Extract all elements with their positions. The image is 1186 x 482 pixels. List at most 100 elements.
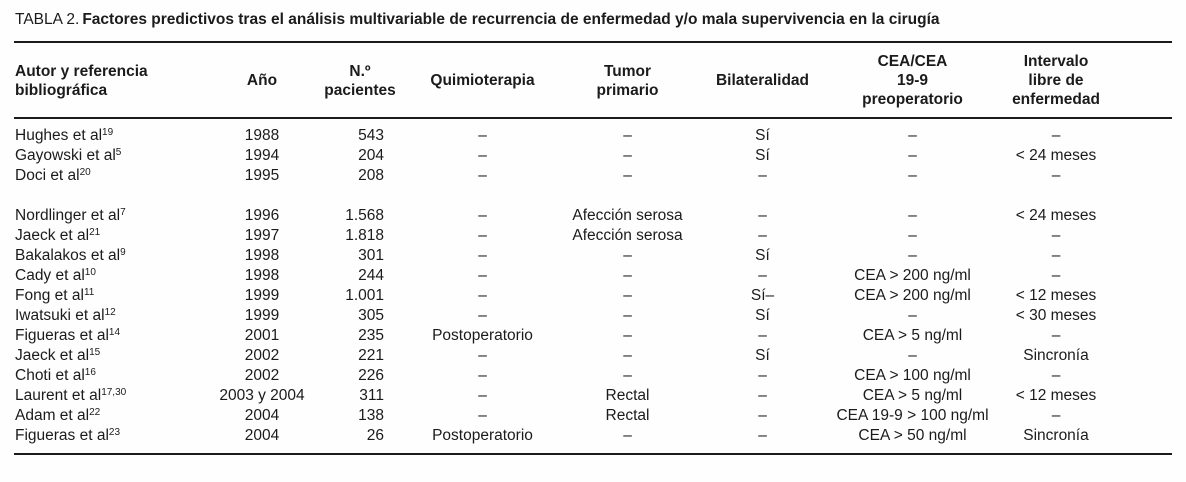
reference-superscript: 9 bbox=[120, 247, 126, 258]
cell-pacientes: 543 bbox=[358, 127, 384, 144]
author-name: Choti et al bbox=[15, 367, 85, 384]
cell-tumor: – bbox=[623, 247, 632, 264]
cell-pacientes: 221 bbox=[358, 347, 384, 364]
table-row: Jaeck et al21 1997 1.818 – Afección serosa – –… bbox=[14, 226, 1172, 246]
cell-tumor: – bbox=[623, 347, 632, 364]
cell-quimioterapia: – bbox=[478, 227, 487, 244]
cell-pacientes: 1.568 bbox=[345, 207, 384, 224]
column-header-quimioterapia: Quimioterapia bbox=[430, 72, 535, 89]
cell-quimioterapia: – bbox=[478, 267, 487, 284]
cell-intervalo: < 12 meses bbox=[1015, 387, 1097, 404]
cell-autor: Iwatsuki et al12 bbox=[14, 306, 214, 326]
cell-pacientes: 244 bbox=[358, 267, 384, 284]
cell-intervalo: Sincronía bbox=[1023, 427, 1089, 444]
cell-ano: 1999 bbox=[244, 307, 280, 324]
reference-superscript: 12 bbox=[104, 307, 116, 318]
cell-ano: 1998 bbox=[244, 247, 280, 264]
cell-bilateralidad: – bbox=[758, 267, 767, 284]
cell-pacientes: 226 bbox=[358, 367, 384, 384]
column-header-intervalo: Intervalo libre de enfermedad bbox=[1012, 53, 1100, 108]
cell-tumor: – bbox=[623, 327, 632, 344]
column-header-autor: Autor y referencia bibliográfica bbox=[15, 62, 148, 99]
author-name: Fong et al bbox=[15, 287, 84, 304]
cell-pacientes: 301 bbox=[358, 247, 384, 264]
cell-ano: 1996 bbox=[244, 207, 280, 224]
cell-bilateralidad: Sí bbox=[755, 247, 770, 264]
cell-bilateralidad: Sí bbox=[755, 127, 770, 144]
cell-quimioterapia: – bbox=[478, 347, 487, 364]
table-number-label: TABLA 2. bbox=[15, 11, 80, 28]
cell-quimioterapia: – bbox=[478, 127, 487, 144]
table-row: Nordlinger et al7 1996 1.568 – Afección sero… bbox=[14, 206, 1172, 226]
cell-ano: 2002 bbox=[244, 367, 280, 384]
table-row: Fong et al11 1999 1.001 – – Sí– CEA > 200 ng/m… bbox=[14, 286, 1172, 306]
cell-cea: – bbox=[908, 147, 917, 164]
cell-cea: – bbox=[908, 247, 917, 264]
cell-tumor: – bbox=[623, 367, 632, 384]
table-body: Hughes et al19 1988 543– – Sí – – Gayowski et a… bbox=[14, 118, 1172, 454]
reference-superscript: 21 bbox=[89, 227, 101, 238]
reference-superscript: 5 bbox=[115, 147, 122, 158]
cell-quimioterapia: – bbox=[478, 287, 487, 304]
cell-pacientes: 305 bbox=[358, 307, 384, 324]
author-name: Cady et al bbox=[15, 267, 85, 284]
column-header-tumor: Tumor primario bbox=[596, 62, 659, 99]
column-header-bilateralidad: Bilateralidad bbox=[715, 72, 810, 89]
cell-bilateralidad: Sí bbox=[755, 347, 770, 364]
cell-pacientes: 1.818 bbox=[345, 227, 384, 244]
cell-tumor: – bbox=[623, 267, 632, 284]
author-name: Doci et al bbox=[15, 167, 80, 184]
cell-bilateralidad: – bbox=[758, 227, 767, 244]
cell-cea: CEA 19-9 > 100 ng/ml bbox=[836, 407, 989, 424]
cell-tumor: – bbox=[623, 147, 632, 164]
cell-tumor: Afección serosa bbox=[572, 227, 683, 244]
cell-cea: – bbox=[908, 227, 917, 244]
cell-pacientes: 208 bbox=[358, 167, 384, 184]
cell-intervalo: < 24 meses bbox=[1015, 207, 1097, 224]
cell-intervalo: – bbox=[1051, 167, 1061, 184]
cell-autor: Fong et al11 bbox=[14, 286, 214, 306]
table-row: Doci et al20 1995 208 – – – – – bbox=[14, 166, 1172, 186]
table-row: Bakalakos et al9 1998 301 – – Sí – – bbox=[14, 246, 1172, 266]
cell-bilateralidad: – bbox=[758, 427, 767, 444]
table-row: Cady et al10 1998 244 – – – CEA > 200 ng/ml – bbox=[14, 266, 1172, 286]
table-row: Jaeck et al15 2002 221 – – Sí – Sincronía bbox=[14, 346, 1172, 366]
cell-ano: 1998 bbox=[244, 267, 280, 284]
table-row: Iwatsuki et al12 1999 305 – – Sí – < 30 meses bbox=[14, 306, 1172, 326]
reference-superscript: 7 bbox=[120, 207, 126, 218]
cell-intervalo: – bbox=[1051, 267, 1061, 284]
group-spacer-row bbox=[14, 186, 1172, 206]
author-name: Figueras et al bbox=[15, 427, 109, 444]
table-row: Figueras et al23 2004 26 Postoperatorio – – CE… bbox=[14, 426, 1172, 454]
cell-cea: CEA > 5 ng/ml bbox=[862, 327, 963, 344]
reference-superscript: 22 bbox=[89, 407, 101, 418]
author-name: Adam et al bbox=[15, 407, 90, 424]
cell-intervalo: – bbox=[1051, 327, 1061, 344]
cell-tumor: – bbox=[623, 287, 632, 304]
cell-intervalo: – bbox=[1051, 367, 1061, 384]
cell-quimioterapia: – bbox=[478, 247, 487, 264]
cell-intervalo: – bbox=[1051, 407, 1061, 424]
cell-intervalo: Sincronía bbox=[1023, 347, 1089, 364]
cell-cea: CEA > 200 ng/ml bbox=[854, 287, 971, 304]
author-name: Figueras et al bbox=[15, 327, 109, 344]
reference-superscript: 11 bbox=[83, 287, 95, 298]
table-caption: Factores predictivos tras el análisis mu… bbox=[82, 11, 940, 28]
cell-autor: Choti et al16 bbox=[14, 366, 214, 386]
header-row: Autor y referencia bibliográfica Año N.º p… bbox=[14, 42, 1172, 118]
cell-pacientes: 311 bbox=[359, 387, 384, 404]
cell-ano: 2002 bbox=[244, 347, 280, 364]
cell-tumor: – bbox=[623, 427, 632, 444]
cell-intervalo: < 24 meses bbox=[1015, 147, 1097, 164]
cell-tumor: – bbox=[623, 307, 632, 324]
reference-superscript: 15 bbox=[89, 347, 101, 358]
table-row: Figueras et al14 2001 235 Postoperatorio – – C… bbox=[14, 326, 1172, 346]
cell-quimioterapia: – bbox=[478, 167, 487, 184]
cell-bilateralidad: Sí bbox=[755, 307, 770, 324]
reference-superscript: 17,30 bbox=[101, 387, 127, 398]
cell-bilateralidad: – bbox=[758, 327, 767, 344]
table-title: TABLA 2. Factores predictivos tras el aná… bbox=[15, 9, 1172, 30]
cell-bilateralidad: Sí bbox=[755, 147, 770, 164]
table-row: Choti et al16 2002 226 – – – CEA > 100 ng/ml – bbox=[14, 366, 1172, 386]
author-name: Laurent et al bbox=[15, 387, 102, 404]
